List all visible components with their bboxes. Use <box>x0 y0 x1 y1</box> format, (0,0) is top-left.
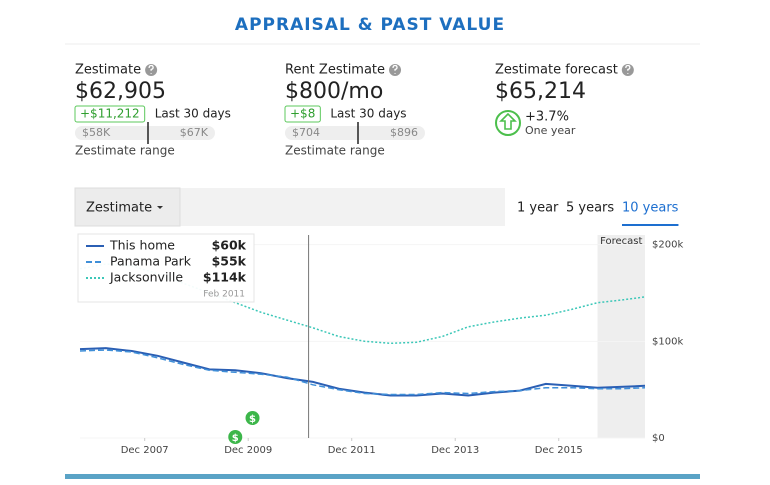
footer-bar <box>65 474 700 479</box>
legend-value: $114k <box>203 270 247 285</box>
stat-label: Rent Zestimate <box>285 63 385 78</box>
legend-name: Jacksonville <box>109 270 183 285</box>
forecast-label: Forecast <box>600 236 642 247</box>
stats: Zestimate$62,905+$11,212 Last 30 days$58K… <box>74 63 700 227</box>
forecast-change: +3.7% <box>525 110 569 125</box>
forecast-label: Zestimate forecast <box>495 63 618 78</box>
x-tick-label: Dec 2015 <box>535 445 583 456</box>
stat-change: +$11,212 <box>80 107 140 121</box>
series-line <box>79 347 646 397</box>
range-bar <box>75 126 215 140</box>
legend-name: This home <box>109 238 175 253</box>
y-tick-label: $100k <box>652 336 683 347</box>
page-title: APPRAISAL & PAST VALUE <box>235 15 505 35</box>
dropdown-label[interactable]: Zestimate <box>86 201 152 216</box>
range-label: Zestimate range <box>285 144 385 158</box>
y-tick-label: $0 <box>652 433 665 444</box>
range-label: Zestimate range <box>75 144 175 158</box>
forecast-period: One year <box>525 124 576 137</box>
x-tick-label: Dec 2009 <box>224 445 272 456</box>
legend-value: $60k <box>212 238 247 253</box>
stat-period: Last 30 days <box>155 107 231 121</box>
forecast-value: $65,214 <box>495 79 586 104</box>
forecast-region <box>597 235 645 438</box>
series-line <box>79 349 646 396</box>
range-low: $58K <box>82 126 111 139</box>
y-tick-label: $200k <box>652 240 683 251</box>
help-glyph <box>625 64 631 74</box>
sale-marker-label: $ <box>232 433 239 444</box>
sale-marker[interactable] <box>245 411 260 425</box>
range-tab[interactable]: 10 years <box>622 201 679 216</box>
stat-value: $62,905 <box>75 79 166 104</box>
stat-change: +$8 <box>290 107 315 121</box>
range-low: $704 <box>292 126 320 139</box>
stat-label: Zestimate <box>75 63 141 78</box>
up-icon <box>495 110 521 136</box>
legend-name: Panama Park <box>110 254 192 269</box>
range-tab[interactable]: 5 years <box>566 201 614 216</box>
help-glyph <box>392 64 398 74</box>
legend-date: Feb 2011 <box>203 290 245 300</box>
range-bar <box>285 126 425 140</box>
range-tab[interactable]: 1 year <box>517 201 559 216</box>
legend <box>77 233 255 303</box>
dropdown-caret <box>157 206 163 209</box>
range-high: $67K <box>180 126 209 139</box>
x-tick-label: Dec 2011 <box>328 445 376 456</box>
change-badge <box>284 105 321 123</box>
legend-value: $55k <box>212 254 247 269</box>
dropdown[interactable] <box>74 187 181 227</box>
x-tick-label: Dec 2007 <box>121 445 169 456</box>
range-high: $896 <box>390 126 418 139</box>
chart: Forecast $0 $100k $200k Dec 2007 Dec 2009 Dec … <box>77 233 683 456</box>
stat-period: Last 30 days <box>330 107 406 121</box>
stat-value: $800/mo <box>285 79 383 104</box>
sale-marker[interactable] <box>228 430 243 444</box>
up-arrow <box>499 112 517 130</box>
help-glyph <box>148 64 154 74</box>
change-badge <box>74 105 146 123</box>
sale-marker-label: $ <box>249 414 256 425</box>
range-tabs <box>505 188 700 226</box>
x-tick-label: Dec 2013 <box>431 445 479 456</box>
